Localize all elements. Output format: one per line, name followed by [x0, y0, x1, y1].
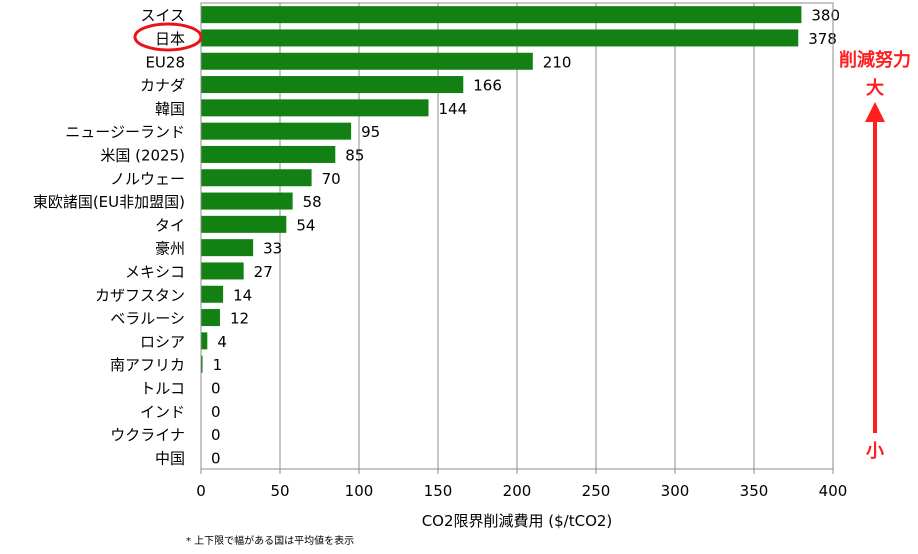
category-label: メキシコ [125, 263, 185, 281]
category-label: ベラルーシ [110, 310, 185, 328]
bar [201, 122, 352, 140]
data-label: 58 [303, 193, 322, 211]
bar [201, 285, 224, 303]
data-label: 0 [211, 449, 221, 467]
x-tick-label: 50 [270, 482, 289, 500]
category-label: トルコ [140, 379, 185, 397]
bar [201, 215, 287, 233]
category-label: スイス [140, 7, 185, 25]
annotation-top-label: 削減努力 [839, 49, 911, 71]
x-tick-label: 300 [661, 482, 690, 500]
category-label: 日本 [155, 30, 185, 48]
category-label: ニュージーランド [65, 123, 185, 141]
category-label: 豪州 [155, 240, 185, 258]
category-label: EU28 [145, 53, 185, 71]
annotation-top-label-2: 大 [866, 77, 884, 99]
x-tick-label: 0 [196, 482, 206, 500]
x-tick-label: 250 [582, 482, 611, 500]
data-label: 12 [230, 310, 249, 328]
data-label: 14 [233, 286, 252, 304]
annotation-bottom-label: 小 [866, 441, 884, 462]
bar [201, 76, 464, 94]
data-label: 1 [213, 356, 223, 374]
category-label: タイ [155, 216, 185, 234]
category-label: カナダ [140, 77, 185, 95]
data-label: 95 [361, 123, 380, 141]
data-label: 0 [211, 426, 221, 444]
footnote: * 上下限で幅がある国は平均値を表示 [186, 534, 354, 547]
highlight-circle [133, 22, 203, 52]
data-label: 70 [322, 170, 341, 188]
x-tick-label: 350 [740, 482, 769, 500]
bar [201, 99, 429, 117]
bar [201, 169, 312, 187]
data-label: 54 [296, 216, 315, 234]
data-label: 27 [254, 263, 273, 281]
bar [201, 355, 203, 373]
data-label: 4 [217, 333, 227, 351]
bar [201, 309, 220, 327]
data-label: 210 [543, 53, 572, 71]
bar [201, 262, 244, 280]
category-label: ロシア [140, 333, 185, 351]
data-label: 378 [808, 30, 837, 48]
bar [201, 6, 802, 24]
x-tick-label: 400 [819, 482, 848, 500]
bar [201, 145, 336, 163]
x-tick-label: 200 [503, 482, 532, 500]
category-label: インド [140, 403, 185, 421]
category-label: 中国 [155, 449, 185, 467]
data-label: 0 [211, 403, 221, 421]
data-label: 0 [211, 379, 221, 397]
category-label: ノルウェー [110, 170, 185, 188]
bar [201, 192, 293, 210]
category-label: 東欧諸国(EU非加盟国) [33, 193, 185, 211]
bar [201, 52, 533, 70]
bar [201, 332, 208, 350]
x-tick-label: 100 [345, 482, 374, 500]
data-label: 144 [439, 100, 468, 118]
category-label: 韓国 [155, 100, 185, 118]
data-label: 33 [263, 240, 282, 258]
data-label: 166 [473, 77, 502, 95]
category-label: 米国 (2025) [100, 146, 185, 164]
category-label: 南アフリカ [110, 356, 185, 374]
x-tick-label: 150 [424, 482, 453, 500]
x-axis-title: CO2限界削減費用 ($/tCO2) [422, 512, 613, 530]
data-label: 85 [345, 146, 364, 164]
plot-border [200, 2, 834, 470]
bar [201, 239, 254, 257]
bar [201, 29, 799, 47]
category-label: ウクライナ [110, 426, 185, 444]
category-label: カザフスタン [95, 286, 185, 304]
data-label: 380 [811, 7, 840, 25]
